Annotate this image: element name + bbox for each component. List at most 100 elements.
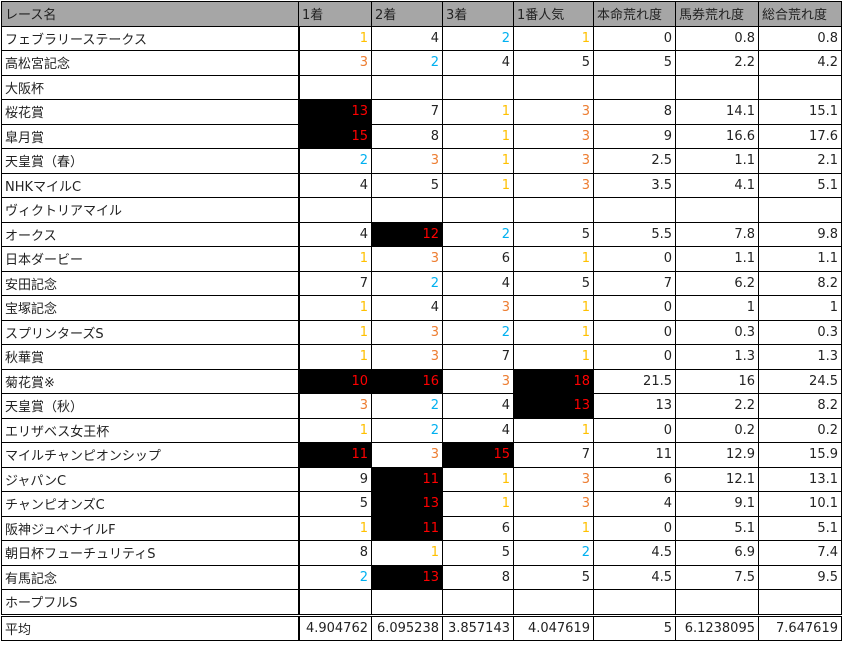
cell-second[interactable]: 11 [371,515,443,541]
cell-race-name[interactable]: 天皇賞（春） [1,148,299,174]
cell-second[interactable] [371,74,443,100]
cell-race-name[interactable]: 桜花賞 [1,99,299,125]
cell-favorite-upset[interactable]: 7 [593,270,676,296]
cell-third[interactable]: 5 [442,540,514,566]
cell-second[interactable]: 13 [371,564,443,590]
cell-favorite-upset[interactable]: 5 [593,613,676,641]
cell-ticket-upset[interactable]: 0.2 [675,417,759,443]
cell-favorite-upset[interactable]: 4 [593,491,676,517]
cell-third[interactable]: 6 [442,246,514,272]
cell-third[interactable]: 2 [442,25,514,51]
cell-race-name[interactable]: 大阪杯 [1,74,299,100]
cell-race-name[interactable]: エリザベス女王杯 [1,417,299,443]
cell-favorite[interactable]: 2 [513,540,594,566]
header-race-name[interactable]: レース名 [1,1,299,27]
cell-second[interactable]: 1 [371,540,443,566]
cell-second[interactable]: 3 [371,148,443,174]
cell-third[interactable]: 4 [442,393,514,419]
cell-second[interactable]: 12 [371,221,443,247]
cell-first[interactable]: 4 [297,221,372,247]
cell-second[interactable]: 11 [371,466,443,492]
cell-favorite-upset[interactable]: 11 [593,442,676,468]
cell-favorite-upset[interactable]: 0 [593,319,676,345]
cell-total-upset[interactable]: 9.5 [758,564,842,590]
cell-favorite[interactable]: 4.047619 [513,613,594,641]
cell-favorite[interactable]: 5 [513,221,594,247]
cell-favorite[interactable] [513,197,594,223]
cell-ticket-upset[interactable]: 1 [675,295,759,321]
cell-favorite-upset[interactable]: 3.5 [593,172,676,198]
cell-first[interactable]: 3 [297,393,372,419]
cell-first[interactable]: 9 [297,466,372,492]
cell-total-upset[interactable] [758,197,842,223]
header-ticket-upset[interactable]: 馬券荒れ度 [675,1,759,27]
cell-second[interactable]: 4 [371,25,443,51]
cell-ticket-upset[interactable]: 7.8 [675,221,759,247]
cell-ticket-upset[interactable] [675,74,759,100]
cell-first[interactable]: 1 [297,295,372,321]
cell-race-name[interactable]: 朝日杯フューチュリティS [1,540,299,566]
cell-ticket-upset[interactable]: 6.9 [675,540,759,566]
cell-ticket-upset[interactable]: 1.1 [675,148,759,174]
cell-third[interactable] [442,589,514,616]
cell-ticket-upset[interactable]: 12.9 [675,442,759,468]
cell-race-name[interactable]: マイルチャンピオンシップ [1,442,299,468]
cell-third[interactable]: 6 [442,515,514,541]
cell-favorite[interactable]: 1 [513,295,594,321]
cell-first[interactable]: 5 [297,491,372,517]
cell-ticket-upset[interactable] [675,197,759,223]
cell-first[interactable]: 1 [297,515,372,541]
cell-total-upset[interactable]: 0.3 [758,319,842,345]
cell-third[interactable]: 1 [442,99,514,125]
cell-race-name[interactable]: スプリンターズS [1,319,299,345]
cell-total-upset[interactable]: 8.2 [758,393,842,419]
cell-second[interactable]: 16 [371,368,443,394]
cell-third[interactable]: 4 [442,50,514,76]
cell-third[interactable]: 7 [442,344,514,370]
cell-favorite-upset[interactable]: 0 [593,417,676,443]
cell-race-name[interactable]: 菊花賞※ [1,368,299,394]
cell-ticket-upset[interactable]: 0.8 [675,25,759,51]
cell-total-upset[interactable]: 8.2 [758,270,842,296]
cell-race-name[interactable]: NHKマイルC [1,172,299,198]
cell-second[interactable]: 3 [371,319,443,345]
cell-first[interactable] [297,74,372,100]
cell-total-upset[interactable]: 9.8 [758,221,842,247]
cell-race-name[interactable]: ホープフルS [1,589,299,616]
cell-third[interactable]: 4 [442,417,514,443]
cell-total-upset[interactable]: 2.1 [758,148,842,174]
cell-first[interactable]: 2 [297,564,372,590]
cell-third[interactable]: 3 [442,368,514,394]
cell-ticket-upset[interactable]: 5.1 [675,515,759,541]
cell-second[interactable]: 2 [371,393,443,419]
cell-ticket-upset[interactable]: 14.1 [675,99,759,125]
cell-total-upset[interactable]: 5.1 [758,172,842,198]
cell-first[interactable]: 3 [297,50,372,76]
cell-first[interactable]: 11 [297,442,372,468]
cell-total-upset[interactable]: 7.4 [758,540,842,566]
cell-ticket-upset[interactable]: 12.1 [675,466,759,492]
cell-ticket-upset[interactable]: 7.5 [675,564,759,590]
cell-race-name[interactable]: 皐月賞 [1,123,299,149]
cell-favorite-upset[interactable]: 0 [593,25,676,51]
cell-second[interactable]: 3 [371,344,443,370]
cell-favorite[interactable]: 5 [513,50,594,76]
cell-second[interactable]: 2 [371,417,443,443]
cell-third[interactable]: 2 [442,221,514,247]
cell-total-upset[interactable]: 7.647619 [758,613,842,641]
cell-favorite[interactable]: 5 [513,270,594,296]
cell-third[interactable]: 2 [442,319,514,345]
cell-first[interactable]: 1 [297,246,372,272]
cell-ticket-upset[interactable]: 16 [675,368,759,394]
cell-favorite[interactable] [513,589,594,616]
cell-total-upset[interactable]: 0.8 [758,25,842,51]
cell-favorite[interactable]: 13 [513,393,594,419]
header-first[interactable]: 1着 [298,1,372,27]
header-total-upset[interactable]: 総合荒れ度 [758,1,842,27]
cell-ticket-upset[interactable]: 6.2 [675,270,759,296]
cell-first[interactable]: 7 [297,270,372,296]
cell-third[interactable]: 4 [442,270,514,296]
cell-favorite[interactable] [513,74,594,100]
cell-favorite-upset[interactable] [593,197,676,223]
cell-favorite-upset[interactable]: 9 [593,123,676,149]
